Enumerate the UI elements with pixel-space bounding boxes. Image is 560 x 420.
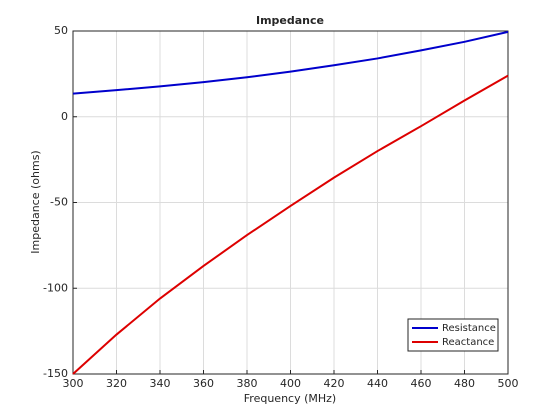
x-tick-label: 440 xyxy=(367,377,388,390)
series-line xyxy=(72,30,509,95)
y-tick-label: -50 xyxy=(50,196,68,209)
legend xyxy=(407,318,499,352)
legend-label: Reactance xyxy=(442,337,494,348)
y-tick-label: 50 xyxy=(54,24,68,37)
x-tick-label: 300 xyxy=(63,377,84,390)
y-tick-label: -100 xyxy=(43,281,68,294)
x-tick-label: 480 xyxy=(454,377,475,390)
plot-frame xyxy=(72,30,509,375)
y-tick-label: 0 xyxy=(61,110,68,123)
x-tick-label: 340 xyxy=(150,377,171,390)
x-tick-label: 380 xyxy=(237,377,258,390)
x-tick-label: 360 xyxy=(193,377,214,390)
chart-title: Impedance xyxy=(256,14,324,27)
x-tick-label: 500 xyxy=(498,377,519,390)
x-tick-label: 320 xyxy=(106,377,127,390)
x-axis-label: Frequency (MHz) xyxy=(244,392,336,405)
y-tick-label: -150 xyxy=(43,367,68,380)
x-tick-label: 400 xyxy=(280,377,301,390)
x-tick-label: 420 xyxy=(324,377,345,390)
x-tick-label: 460 xyxy=(411,377,432,390)
y-axis-label: Impedance (ohms) xyxy=(29,150,42,253)
legend-label: Resistance xyxy=(442,323,496,334)
series-line xyxy=(72,74,509,375)
